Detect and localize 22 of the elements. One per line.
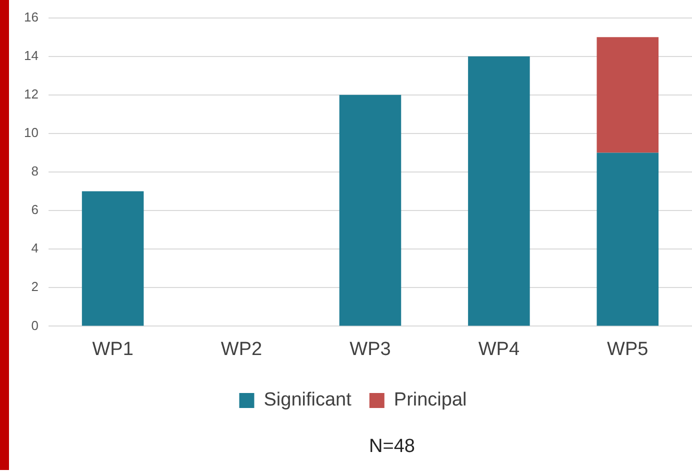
x-tick-label: WP3 bbox=[350, 338, 391, 360]
x-tick-label: WP5 bbox=[607, 338, 648, 360]
y-tick-label: 14 bbox=[24, 48, 38, 63]
bar bbox=[82, 191, 144, 326]
y-tick-label: 0 bbox=[31, 318, 38, 333]
y-tick-label: 12 bbox=[24, 86, 38, 102]
x-tick-label: WP2 bbox=[220, 338, 262, 360]
x-tick-label: WP4 bbox=[478, 338, 520, 360]
legend-label: Principal bbox=[394, 390, 467, 411]
legend-label: Significant bbox=[264, 390, 352, 411]
text: N=48 bbox=[368, 436, 416, 458]
x-tick-label: WP1 bbox=[92, 338, 134, 360]
bar bbox=[596, 152, 659, 326]
y-tick-label: 10 bbox=[24, 125, 38, 140]
bar bbox=[596, 37, 659, 153]
bar bbox=[468, 56, 530, 326]
y-tick-label: 16 bbox=[24, 9, 38, 24]
y-tick-label: 8 bbox=[31, 164, 38, 179]
y-tick-label: 2 bbox=[31, 279, 38, 294]
y-tick-label: 6 bbox=[31, 202, 38, 218]
y-tick-label: 4 bbox=[31, 240, 38, 256]
bar bbox=[339, 94, 402, 326]
